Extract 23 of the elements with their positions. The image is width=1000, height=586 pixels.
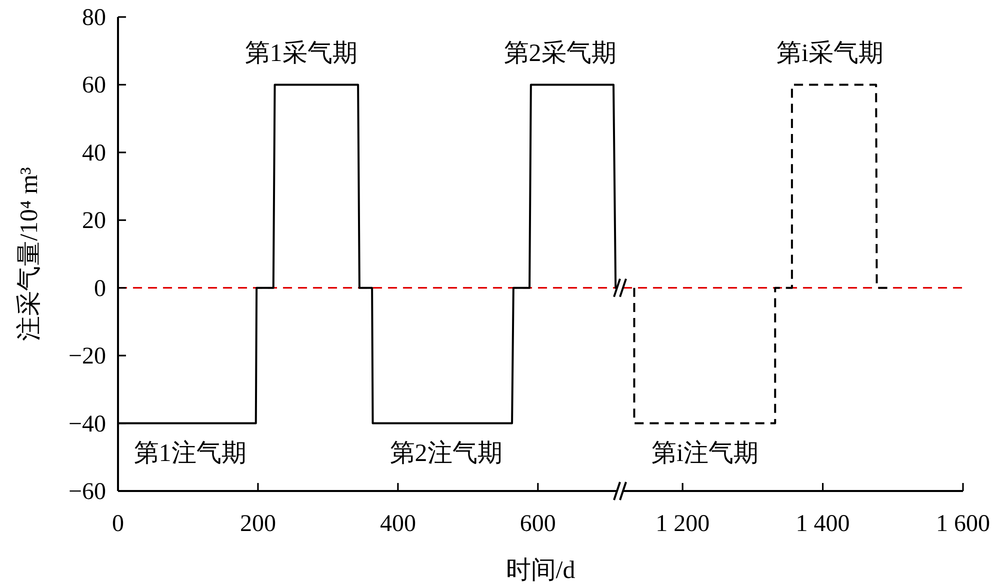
annotation: 第2注气期 — [390, 439, 502, 467]
x-tick-label: 1 400 — [796, 511, 850, 537]
x-tick-label: 1 600 — [936, 511, 990, 537]
annotation: 第i采气期 — [776, 40, 884, 67]
x-tick-label: 0 — [112, 511, 124, 537]
y-tick-label: 80 — [82, 5, 106, 31]
y-tick-label: 40 — [82, 140, 106, 166]
x-axis-title: 时间/d — [506, 557, 576, 584]
x-tick-label: 600 — [520, 511, 556, 537]
annotation: 第2采气期 — [504, 40, 616, 67]
x-tick-label: 1 200 — [656, 511, 710, 537]
y-axis-title: 注采气量/10⁴ m³ — [15, 166, 43, 341]
annotation: 第i注气期 — [652, 439, 758, 467]
annotation: 第1采气期 — [244, 40, 358, 67]
y-tick-label: −40 — [68, 411, 106, 438]
x-tick-label: 200 — [240, 511, 276, 537]
y-tick-label: −60 — [68, 479, 106, 505]
y-tick-label: 20 — [82, 208, 106, 234]
y-tick-label: 60 — [82, 72, 106, 99]
annotation: 第1注气期 — [134, 439, 246, 467]
y-tick-label: 0 — [94, 276, 106, 302]
y-tick-label: −20 — [68, 344, 106, 370]
x-tick-label: 400 — [380, 511, 416, 537]
